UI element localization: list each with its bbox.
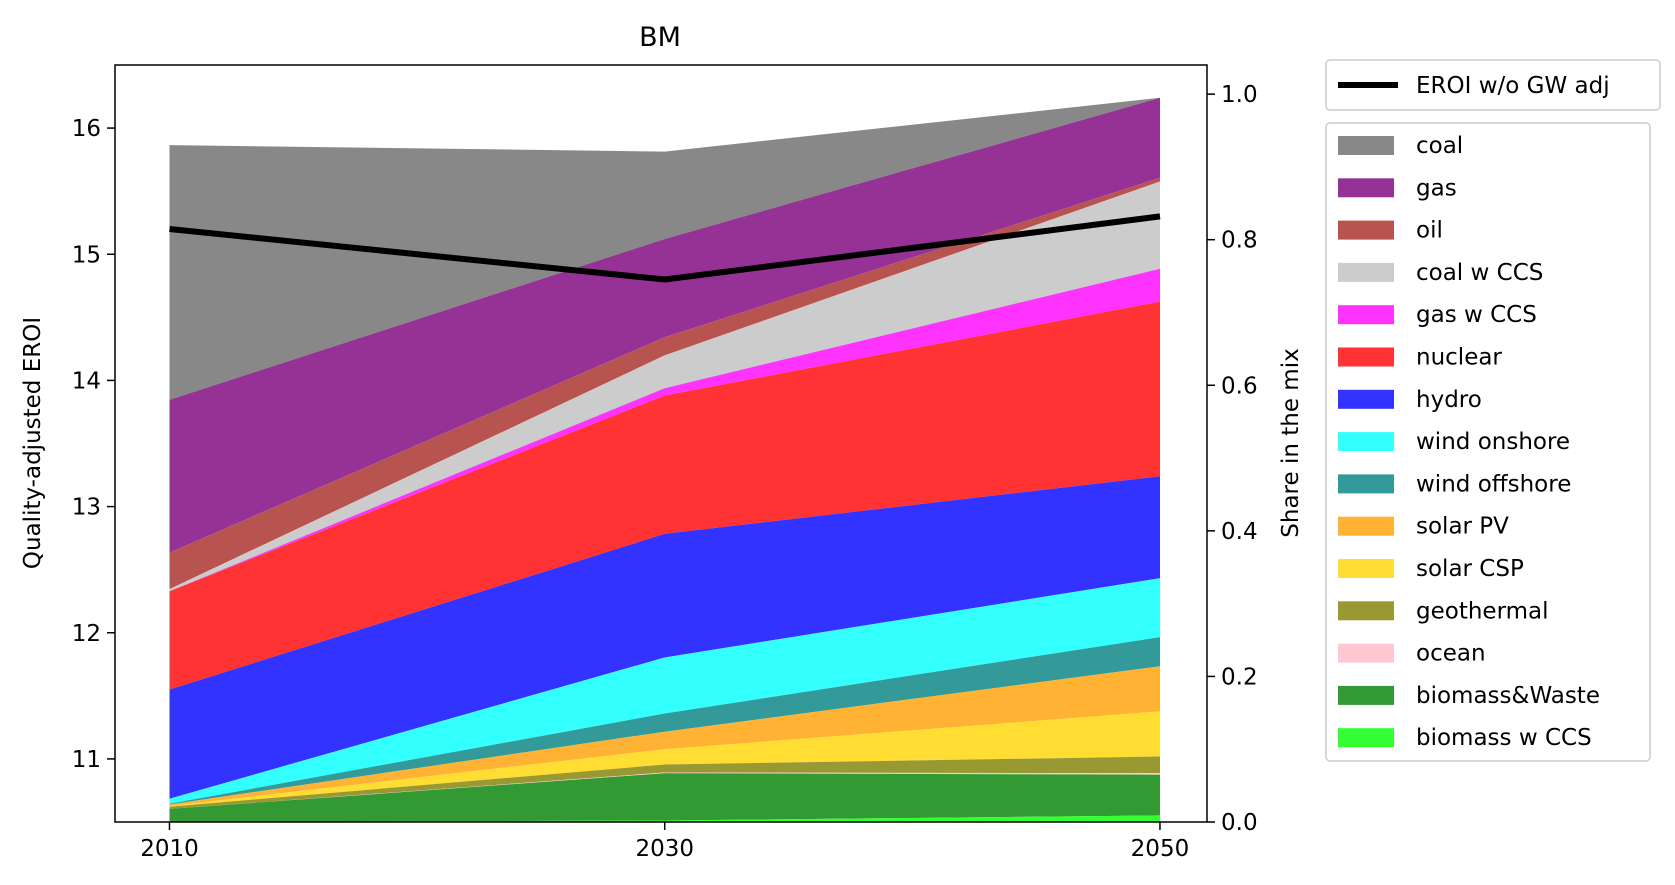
legend-swatch — [1338, 136, 1394, 155]
area-hydro — [169, 476, 1160, 799]
legend-swatch — [1338, 220, 1394, 240]
line-legend-box — [1325, 59, 1661, 111]
left-tick-label: 15 — [72, 242, 101, 268]
left-y-axis: 11 12 13 14 15 16 — [72, 116, 115, 773]
legend-swatch — [1338, 389, 1394, 409]
area-biomass-w-ccs — [169, 815, 1160, 822]
legend-label: coal w CCS — [1416, 260, 1543, 286]
legend-label: solar PV — [1416, 514, 1509, 540]
area-solar-csp — [169, 711, 1160, 807]
legend-swatch — [1338, 262, 1394, 282]
area-solar-pv — [169, 666, 1160, 806]
legend-label: solar CSP — [1416, 556, 1524, 582]
legend-label: geothermal — [1416, 598, 1549, 624]
right-tick-label: 0.8 — [1221, 228, 1258, 254]
right-tick-label: 0.0 — [1221, 810, 1258, 836]
area-wind-onshore — [169, 578, 1160, 804]
right-tick-label: 0.2 — [1221, 664, 1258, 690]
legend-swatch — [1338, 685, 1394, 705]
area-gas — [169, 97, 1160, 553]
legend-label: coal — [1416, 133, 1463, 159]
area-wind-offshore — [169, 637, 1160, 805]
legend-label: hydro — [1416, 387, 1482, 413]
area-gas-w-ccs — [169, 268, 1160, 592]
area-nuclear — [169, 301, 1160, 690]
left-axis-label: Quality-adjusted EROI — [20, 317, 46, 569]
x-tick-label: 2010 — [140, 836, 199, 862]
right-axis-label: Share in the mix — [1278, 348, 1304, 537]
legend-label: oil — [1416, 218, 1443, 244]
legend-label: wind offshore — [1416, 471, 1571, 497]
area-coal-w-ccs — [169, 181, 1160, 592]
legend-swatch — [1338, 643, 1394, 663]
legend-swatch — [1338, 432, 1394, 452]
left-tick-label: 12 — [72, 621, 101, 647]
right-tick-label: 1.0 — [1221, 82, 1258, 108]
area-geothermal — [169, 756, 1160, 809]
right-y-axis: 0.0 0.2 0.4 0.6 0.8 1.0 — [1207, 82, 1258, 836]
plot-frame — [114, 64, 1208, 823]
area-coal — [169, 97, 1160, 400]
legend-swatch — [1338, 601, 1394, 621]
x-axis: 2010 2030 2050 — [140, 822, 1189, 862]
left-tick-label: 16 — [72, 116, 101, 142]
x-tick-label: 2050 — [1131, 836, 1190, 862]
legend-label: gas — [1416, 175, 1457, 201]
legend-swatch — [1338, 178, 1394, 198]
stack-legend: coal gas oil coal w CCS gas w CCS nuclear hydr… — [1325, 122, 1651, 762]
eroi-line — [169, 213, 1161, 283]
legend-label: gas w CCS — [1416, 302, 1537, 328]
legend-label: ocean — [1416, 641, 1486, 667]
line-legend-label: EROI w/o GW adj — [1416, 73, 1610, 99]
legend-swatch — [1338, 559, 1394, 578]
stack-legend-box — [1325, 122, 1651, 762]
line-legend: EROI w/o GW adj — [1325, 59, 1661, 111]
area-biomass-waste — [169, 773, 1160, 822]
x-tick-label: 2030 — [635, 836, 694, 862]
right-tick-label: 0.6 — [1221, 373, 1258, 399]
left-tick-label: 13 — [72, 495, 101, 521]
chart-title: BM — [639, 22, 681, 53]
legend-label: biomass w CCS — [1416, 725, 1592, 751]
legend-label: biomass&Waste — [1416, 683, 1600, 709]
legend-swatch — [1338, 347, 1394, 367]
legend-swatch — [1338, 305, 1394, 325]
legend-swatch — [1338, 728, 1394, 748]
legend-swatch — [1338, 474, 1394, 494]
left-tick-label: 11 — [72, 747, 101, 773]
right-tick-label: 0.4 — [1221, 519, 1258, 545]
stacked-area-layer — [169, 97, 1160, 822]
left-tick-label: 14 — [72, 368, 101, 394]
legend-swatch — [1338, 516, 1394, 536]
legend-label: wind onshore — [1416, 429, 1570, 455]
eroi-line-layer — [169, 213, 1161, 283]
legend-label: nuclear — [1416, 345, 1502, 371]
